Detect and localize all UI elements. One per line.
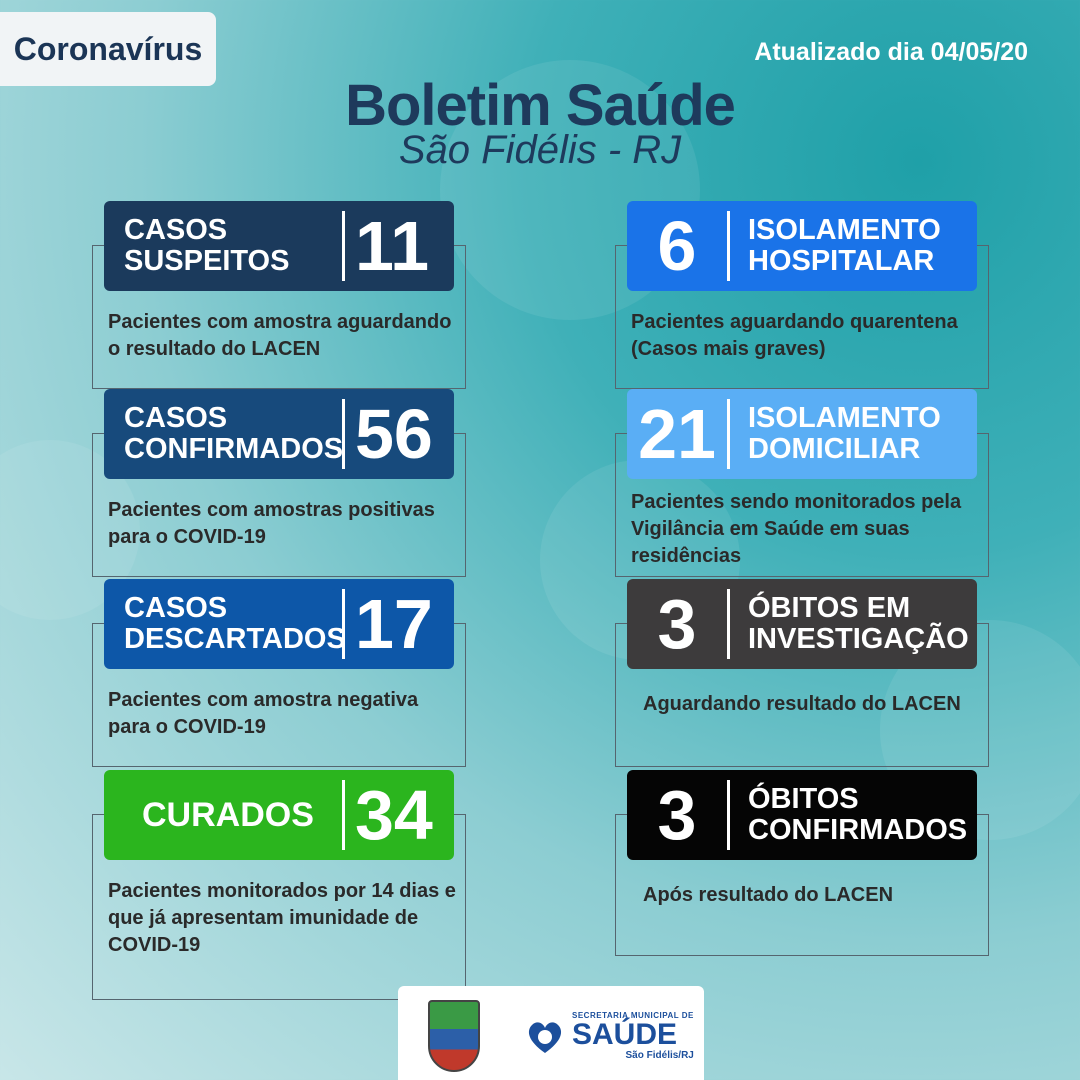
heart-icon: [524, 1015, 566, 1057]
card-value: 21: [638, 395, 716, 473]
card-value: 56: [355, 395, 433, 473]
card-label: ISOLAMENTO DOMICILIAR: [748, 402, 941, 465]
saude-logo: SECRETARIA MUNICIPAL DE SAÚDE São Fidéli…: [524, 1011, 694, 1061]
card-label: CASOS CONFIRMADOS: [124, 402, 344, 465]
card-label: CASOS DESCARTADOS: [124, 592, 346, 655]
card-label: ÓBITOS CONFIRMADOS: [748, 783, 968, 846]
saude-sub-text: São Fidélis/RJ: [625, 1050, 694, 1061]
card-label: CASOS SUSPEITOS: [124, 214, 290, 277]
card-header: 3 ÓBITOS CONFIRMADOS: [627, 770, 977, 860]
footer-logos: SECRETARIA MUNICIPAL DE SAÚDE São Fidéli…: [398, 986, 704, 1080]
saude-top-text: SECRETARIA MUNICIPAL DE: [572, 1011, 694, 1020]
page-subtitle: São Fidélis - RJ: [398, 128, 682, 172]
card-value: 6: [657, 207, 697, 285]
card-value: 34: [355, 776, 433, 854]
card-header: CASOS DESCARTADOS 17: [104, 579, 454, 669]
city-crest-icon: [428, 1000, 480, 1072]
card-header: CASOS SUSPEITOS 11: [104, 201, 454, 291]
card-label: ÓBITOS EM INVESTIGAÇÃO: [748, 592, 969, 655]
card-header: 3 ÓBITOS EM INVESTIGAÇÃO: [627, 579, 977, 669]
card-description: Pacientes aguardando quarentena (Casos m…: [631, 311, 958, 360]
card-header: 21 ISOLAMENTO DOMICILIAR: [627, 389, 977, 479]
saude-text: SECRETARIA MUNICIPAL DE SAÚDE São Fidéli…: [572, 1011, 694, 1061]
card-description: Aguardando resultado do LACEN: [643, 693, 961, 715]
divider: [342, 211, 345, 281]
divider: [727, 399, 730, 469]
card-description: Pacientes sendo monitorados pela Vigilân…: [631, 491, 962, 567]
card-label: CURADOS: [142, 795, 314, 834]
card-description: Pacientes com amostras positivas para o …: [108, 499, 435, 548]
card-value: 3: [657, 585, 697, 663]
card-header: CASOS CONFIRMADOS 56: [104, 389, 454, 479]
divider: [727, 589, 730, 659]
page-title: Boletim Saúde: [345, 73, 736, 138]
divider: [727, 211, 730, 281]
divider: [342, 780, 345, 850]
card-value: 17: [355, 585, 433, 663]
card-value: 3: [657, 776, 697, 854]
update-date: Atualizado dia 04/05/20: [754, 38, 1028, 66]
card-description: Pacientes com amostra negativa para o CO…: [108, 689, 419, 738]
card-description: Pacientes monitorados por 14 dias e que …: [108, 880, 456, 956]
card-label: ISOLAMENTO HOSPITALAR: [748, 214, 941, 277]
saude-main-text: SAÚDE: [572, 1018, 678, 1051]
card-description: Pacientes com amostra aguardando o resul…: [108, 311, 452, 360]
card-value: 11: [355, 207, 429, 285]
coronavirus-tag: Coronavírus: [0, 12, 216, 86]
divider: [727, 780, 730, 850]
card-header: 6 ISOLAMENTO HOSPITALAR: [627, 201, 977, 291]
divider: [342, 589, 345, 659]
card-description: Após resultado do LACEN: [643, 884, 894, 906]
card-header: CURADOS 34: [104, 770, 454, 860]
divider: [342, 399, 345, 469]
